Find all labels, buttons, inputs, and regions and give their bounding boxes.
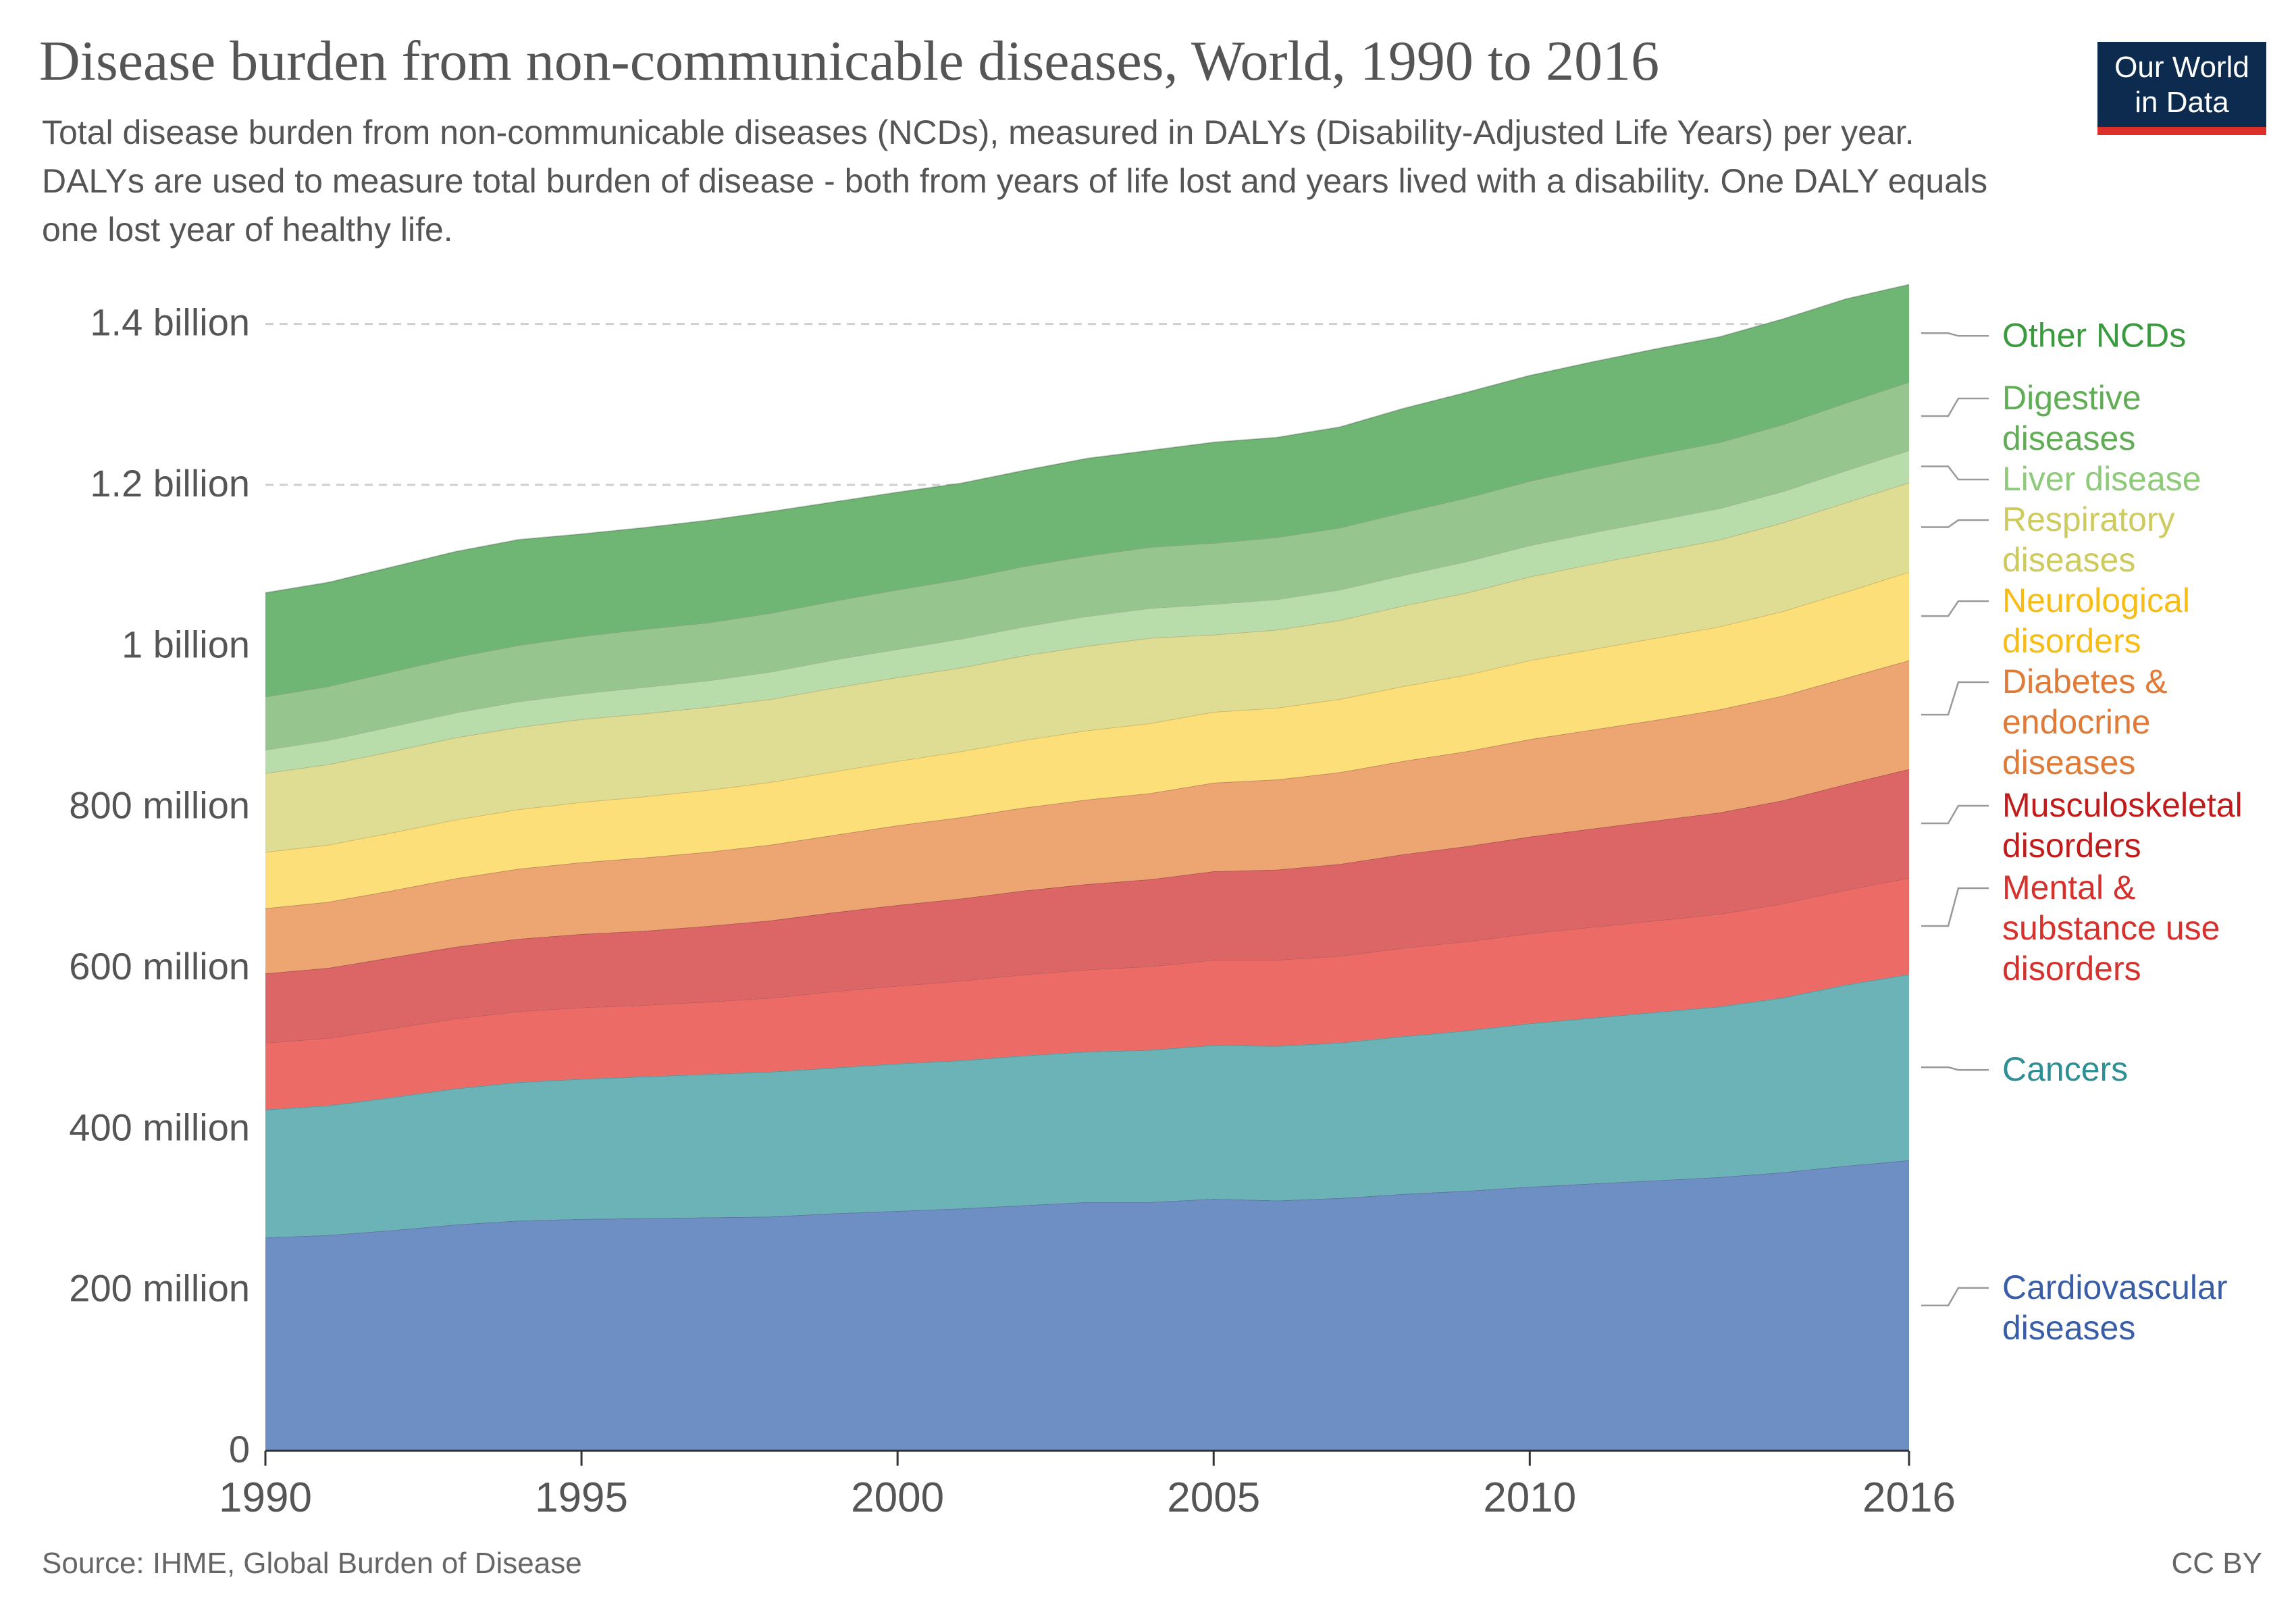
- label-leader-line: [1921, 804, 1989, 825]
- x-tick-label: 2000: [851, 1474, 944, 1521]
- series-label: Mental & substance use disorders: [2002, 869, 2220, 987]
- area-liver-disease[interactable]: [265, 450, 1909, 773]
- x-tick-label: 2005: [1167, 1474, 1260, 1521]
- label-leader-line: [1921, 1066, 1989, 1071]
- series-label: Other NCDs: [2002, 316, 2186, 354]
- y-tick-label: 1 billion: [122, 623, 250, 665]
- area-mental-substance-use-disorders[interactable]: [265, 877, 1909, 1110]
- y-tick-label: 0: [229, 1428, 250, 1470]
- logo-line-2: in Data: [2135, 86, 2229, 119]
- area-respiratory-diseases[interactable]: [265, 482, 1909, 852]
- label-leader-line: [1921, 332, 1989, 337]
- label-leader-line: [1921, 681, 1989, 716]
- area-boundary-line: [265, 284, 1910, 594]
- y-tick-label: 600 million: [69, 945, 250, 987]
- series-label: Diabetes & endocrine diseases: [2002, 663, 2168, 781]
- series-label: Digestive diseases: [2002, 379, 2141, 457]
- y-tick-label: 200 million: [69, 1267, 250, 1310]
- y-tick-label: 1.2 billion: [90, 462, 250, 505]
- license-link[interactable]: CC BY: [2171, 1547, 2262, 1580]
- y-tick-label: 400 million: [69, 1106, 250, 1148]
- series-label: Cancers: [2002, 1050, 2128, 1088]
- area-neurological-disorders[interactable]: [265, 571, 1909, 908]
- x-tick-label: 1995: [535, 1474, 628, 1521]
- area-cardiovascular-diseases[interactable]: [265, 1160, 1909, 1451]
- axes: 0 200 million 400 million 600 million 800 mi…: [69, 301, 1956, 1521]
- series-label: Neurological disorders: [2002, 582, 2190, 660]
- y-tick-label: 800 million: [69, 784, 250, 827]
- chart-title: Disease burden from non-communicable dis…: [39, 30, 1660, 93]
- area-musculoskeletal-disorders[interactable]: [265, 769, 1909, 1043]
- chart-subtitle: Total disease burden from non-communicab…: [42, 113, 1988, 249]
- series-label: Cardiovascular diseases: [2002, 1268, 2227, 1347]
- label-leader-line: [1921, 887, 1989, 927]
- series-label: Musculoskeletal disorders: [2002, 786, 2243, 865]
- logo-line-1: Our World: [2114, 51, 2249, 84]
- owid-logo[interactable]: Our World in Data: [2097, 42, 2266, 135]
- logo-accent-bar: [2097, 127, 2266, 135]
- label-leader-line: [1921, 1287, 1989, 1307]
- label-leader-line: [1921, 397, 1989, 417]
- label-leader-line: [1921, 465, 1989, 481]
- x-tick-label: 2016: [1862, 1474, 1956, 1521]
- area-series: [265, 284, 1910, 1451]
- area-cancers[interactable]: [265, 974, 1909, 1238]
- area-other-ncds[interactable]: [265, 284, 1909, 697]
- x-tick-label: 2010: [1483, 1474, 1576, 1521]
- series-label: Respiratory diseases: [2002, 500, 2175, 579]
- label-leader-line: [1921, 600, 1989, 617]
- source-note: Source: IHME, Global Burden of Disease: [42, 1547, 582, 1580]
- logo-text: Our World in Data: [2097, 50, 2266, 120]
- series-label: Liver disease: [2002, 460, 2201, 498]
- x-tick-label: 1990: [219, 1474, 312, 1521]
- area-digestive-diseases[interactable]: [265, 382, 1909, 750]
- area-diabetes-endocrine-diseases[interactable]: [265, 660, 1909, 974]
- label-leader-line: [1921, 519, 1989, 528]
- y-tick-label: 1.4 billion: [90, 301, 250, 344]
